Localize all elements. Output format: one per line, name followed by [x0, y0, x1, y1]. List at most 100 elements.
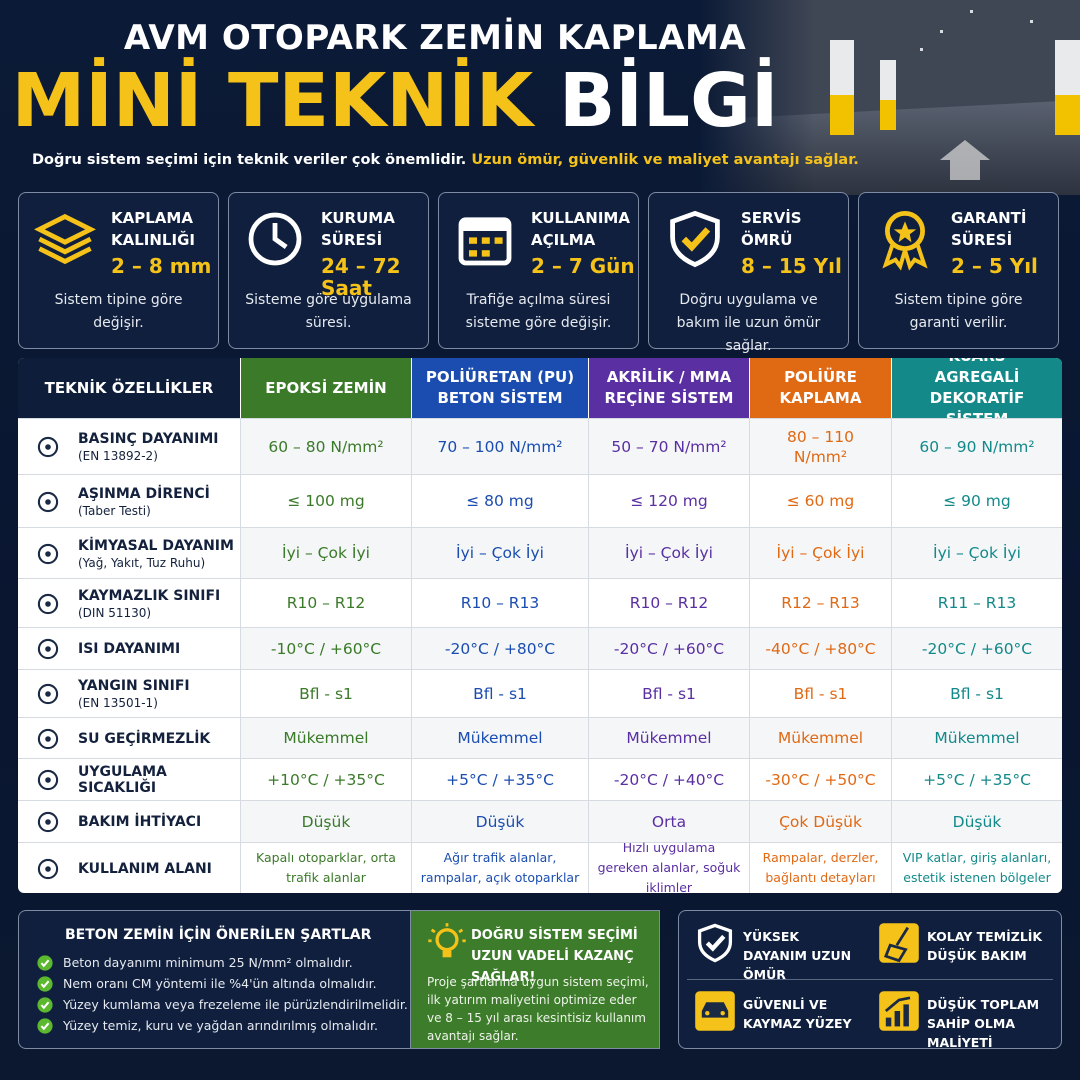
- table-cell: VIP katlar, giriş alanları, estetik iste…: [891, 842, 1062, 893]
- cell-value: R12 – R13: [781, 594, 860, 612]
- row-label: ISI DAYANIMI: [78, 641, 181, 657]
- info-card: SERVİS ÖMRÜ 8 – 15 Yıl Doğru uygulama ve b…: [648, 192, 849, 354]
- table-cell: R10 – R12: [240, 578, 411, 627]
- icon-graphic: [37, 997, 53, 1013]
- table-cell: R12 – R13: [749, 578, 891, 627]
- cell-value: Bfl - s1: [950, 684, 1004, 703]
- icon-graphic: [37, 769, 59, 791]
- cell-value: R11 – R13: [937, 594, 1017, 612]
- row-label-text: YANGIN SINIFI (EN 13501-1): [78, 670, 190, 718]
- cell-value: Mükemmel: [457, 729, 543, 747]
- cell-value: +10°C / +35°C: [267, 770, 385, 789]
- cell-value: -40°C / +80°C: [765, 639, 876, 658]
- cell-value: VIP katlar, giriş alanları, estetik iste…: [902, 850, 1052, 885]
- icon-graphic: [37, 858, 59, 879]
- benefit-text: YÜKSEK DAYANIM UZUN ÖMÜR: [743, 929, 852, 982]
- icon: [33, 207, 97, 271]
- row-label-cell: KİMYASAL DAYANIM (Yağ, Yakıt, Tuz Ruhu): [18, 527, 240, 578]
- table-cell: -30°C / +50°C: [749, 758, 891, 800]
- row-sublabel: (Yağ, Yakıt, Tuz Ruhu): [78, 555, 206, 570]
- column-name: POLİÜRETAN (PU) BETON SİSTEM: [425, 368, 575, 407]
- icon-graphic: [458, 217, 512, 266]
- row-sublabel: (Taber Testi): [78, 503, 151, 518]
- parking-photo: [700, 0, 1080, 195]
- card-value: 2 – 5 Yıl: [951, 254, 1038, 278]
- icon-graphic: [670, 210, 720, 268]
- row-label: SU GEÇİRMEZLİK: [78, 730, 211, 747]
- condition-item: Beton dayanımı minimum 25 N/mm² olmalıdı…: [63, 955, 353, 970]
- table-cell: +5°C / +35°C: [891, 758, 1062, 800]
- icon-graphic: [37, 683, 59, 705]
- info-card: KURUMA SÜRESİ 24 – 72 Saat Sisteme göre uy…: [228, 192, 429, 349]
- table-cell: Bfl - s1: [749, 669, 891, 717]
- table-cell: Bfl - s1: [588, 669, 749, 717]
- cell-value: 80 – 110 N/mm²: [787, 427, 854, 466]
- cell-value: Bfl - s1: [473, 684, 527, 703]
- tip-title: DOĞRU SİSTEM SEÇİMİ UZUN VADELİ KAZANÇ S…: [471, 928, 638, 985]
- table-cell: İyi – Çok İyi: [411, 527, 588, 578]
- cell-value: -30°C / +50°C: [765, 770, 876, 789]
- table-cell: ≤ 120 mg: [588, 474, 749, 527]
- row-label-text: KULLANIM ALANI: [78, 843, 212, 893]
- cell-value: +5°C / +35°C: [446, 770, 554, 789]
- table-cell: +5°C / +35°C: [411, 758, 588, 800]
- row-label: UYGULAMA SICAKLIĞI: [78, 764, 167, 796]
- table-cell: İyi – Çok İyi: [588, 527, 749, 578]
- table-cell: Bfl - s1: [891, 669, 1062, 717]
- title-rest: BİLGİ: [558, 58, 779, 144]
- condition-item: Yüzey temiz, kuru ve yağdan arındırılmış…: [63, 1018, 378, 1033]
- table-cell: R10 – R12: [588, 578, 749, 627]
- column-header: AKRİLİK / MMA REÇİNE SİSTEM: [588, 358, 749, 418]
- cell-value: 70 – 100 N/mm²: [437, 437, 563, 456]
- column-header: POLİÜRE KAPLAMA: [749, 358, 891, 418]
- table-cell: İyi – Çok İyi: [240, 527, 411, 578]
- cell-value: Çok Düşük: [779, 812, 862, 831]
- row-sublabel: (EN 13892-2): [78, 449, 158, 463]
- cell-value: İyi – Çok İyi: [625, 544, 713, 562]
- icon: [34, 540, 62, 568]
- icon-graphic: [882, 211, 928, 271]
- icon-graphic: [37, 491, 59, 512]
- icon: [34, 488, 62, 516]
- row-label-cell: KAYMAZLIK SINIFI (DIN 51130): [18, 578, 240, 627]
- cell-value: -20°C / +40°C: [613, 770, 725, 789]
- cell-value: -10°C / +60°C: [270, 639, 382, 658]
- cell-value: -20°C / +60°C: [921, 639, 1033, 658]
- cell-value: Düşük: [952, 812, 1002, 831]
- cell-value: ≤ 120 mg: [630, 492, 708, 510]
- card-value: 8 – 15 Yıl: [741, 254, 842, 278]
- title-line1: AVM OTOPARK ZEMİN KAPLAMA: [123, 18, 747, 58]
- info-card: GARANTİ SÜRESİ 2 – 5 Yıl Sistem tipine gör…: [858, 192, 1059, 349]
- table-cell: İyi – Çok İyi: [749, 527, 891, 578]
- icon-graphic: [37, 436, 59, 458]
- icon: [37, 1018, 53, 1034]
- tip-box: DOĞRU SİSTEM SEÇİMİ UZUN VADELİ KAZANÇ S…: [410, 910, 660, 1049]
- cell-value: Mükemmel: [283, 729, 369, 747]
- benefits-divider: [687, 979, 1053, 980]
- cell-value: -20°C / +80°C: [444, 639, 556, 658]
- condition-item: Nem oranı CM yöntemi ile %4'ün altında o…: [63, 976, 377, 991]
- tip-text: Proje şartlarına uygun sistem seçimi, il…: [427, 975, 649, 1043]
- cell-value: ≤ 60 mg: [786, 492, 855, 510]
- cell-value: Bfl - s1: [299, 684, 353, 703]
- column-header: POLİÜRETAN (PU) BETON SİSTEM: [411, 358, 588, 418]
- card-title: KURUMA SÜRESİ: [321, 209, 395, 249]
- cell-value: 60 – 90 N/mm²: [919, 437, 1035, 456]
- table-cell: R10 – R13: [411, 578, 588, 627]
- table-cell: İyi – Çok İyi: [891, 527, 1062, 578]
- table-cell: Mükemmel: [411, 717, 588, 758]
- card-note: Doğru uygulama ve bakım ile uzun ömür sa…: [676, 292, 821, 354]
- row-label: BAKIM İHTİYACI: [78, 814, 202, 830]
- icon: [877, 921, 921, 965]
- icon-graphic: [248, 212, 302, 266]
- icon-graphic: [37, 638, 59, 660]
- table-cell: ≤ 100 mg: [240, 474, 411, 527]
- column-name: EPOKSİ ZEMİN: [265, 378, 387, 397]
- icon-graphic: [34, 213, 96, 265]
- cell-value: Bfl - s1: [793, 684, 848, 703]
- row-sublabel: (DIN 51130): [78, 605, 152, 620]
- icon: [34, 635, 62, 663]
- cell-value: -20°C / +60°C: [613, 639, 725, 658]
- row-label: AŞINMA DİRENCİ: [78, 485, 210, 502]
